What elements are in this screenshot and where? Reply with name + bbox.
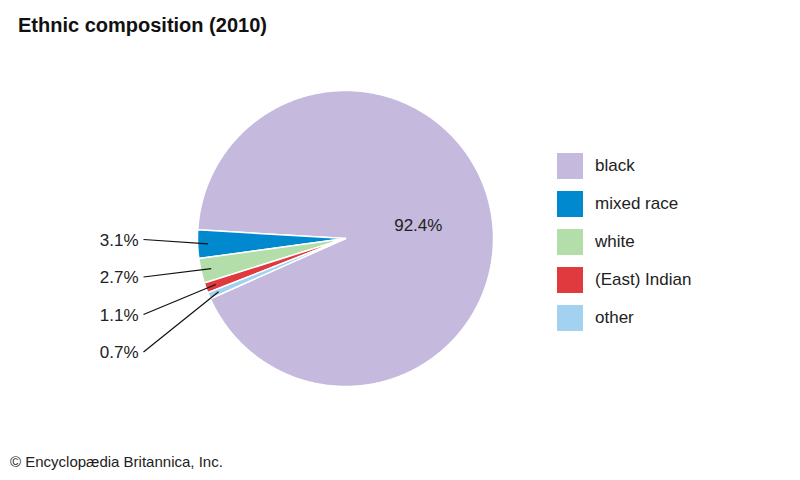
html-text:(East) Indian: (East) Indian xyxy=(595,270,692,289)
svg-text:2.7%: 2.7% xyxy=(100,268,139,287)
svg-text:0.7%: 0.7% xyxy=(100,343,139,362)
html-text:other: other xyxy=(595,308,634,327)
html-text:black: black xyxy=(595,156,635,175)
html-text:© Encyclopædia Britannica, Inc: © Encyclopædia Britannica, Inc. xyxy=(10,453,223,470)
svg-text:92.4%: 92.4% xyxy=(394,216,442,235)
svg-text:3.1%: 3.1% xyxy=(100,231,139,250)
svg-text:1.1%: 1.1% xyxy=(100,306,139,325)
html-text:Ethnic composition (2010): Ethnic composition (2010) xyxy=(18,14,267,36)
html-text:white: white xyxy=(595,232,635,251)
html-text:mixed race: mixed race xyxy=(595,194,679,213)
